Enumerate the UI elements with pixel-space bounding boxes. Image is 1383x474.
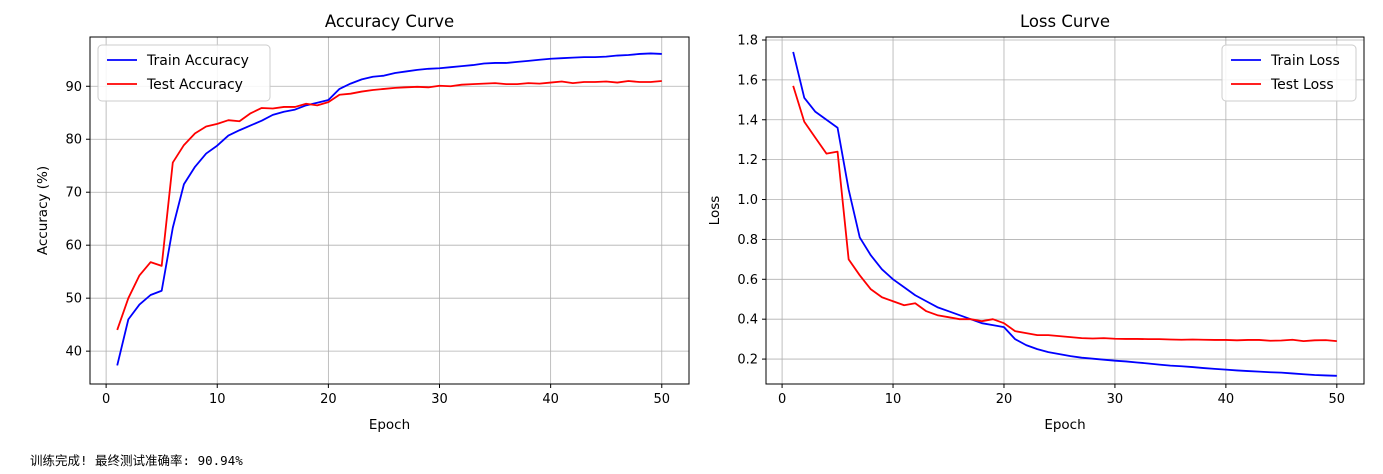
chart-2-y-tick-label: 1.0	[737, 193, 758, 208]
chart-1-axes-frame	[89, 36, 690, 385]
chart-1-y-tick-label: 40	[65, 345, 82, 360]
chart-2-axes-frame	[765, 36, 1365, 385]
chart-1-y-tick-label: 80	[65, 133, 82, 148]
chart-2-legend-box	[1221, 44, 1357, 102]
chart-1-y-tick-label: 70	[65, 186, 82, 201]
chart-1-legend-label-test-accuracy: Test Accuracy	[146, 77, 243, 93]
chart-2-x-axis-label: Epoch	[1044, 417, 1085, 433]
chart-2-legend-label-train-loss: Train Loss	[1270, 53, 1340, 69]
chart-1-y-tick-label: 90	[65, 80, 82, 95]
chart-1-x-tick-label: 50	[653, 392, 670, 407]
chart-2-series-test-loss	[792, 85, 1337, 343]
chart-1-series-test-accuracy	[116, 80, 662, 331]
chart-2-legend-label-test-loss: Test Loss	[1270, 77, 1334, 93]
chart-1-x-tick-label: 10	[209, 392, 226, 407]
chart-1-x-tick-label: 30	[431, 392, 448, 407]
chart-2-y-tick-label: 1.6	[737, 73, 758, 88]
training-complete-message: 训练完成! 最终测试准确率: 90.94%	[30, 453, 243, 468]
chart-1-y-tick-label: 60	[65, 239, 82, 254]
chart-1-x-axis-label: Epoch	[369, 417, 410, 433]
chart-1-title: Accuracy Curve	[325, 12, 454, 31]
chart-1-x-tick-label: 20	[320, 392, 337, 407]
chart-1-y-tick-label: 50	[65, 292, 82, 307]
chart-2-y-tick-label: 0.6	[737, 273, 758, 288]
chart-2-series-train-loss	[792, 51, 1337, 377]
chart-2-x-tick-label: 10	[885, 392, 902, 407]
chart-2-y-tick-label: 1.8	[737, 33, 758, 48]
chart-2-x-tick-label: 30	[1107, 392, 1124, 407]
chart-2-y-tick-label: 0.2	[737, 353, 758, 368]
chart-1-series-train-accuracy	[116, 52, 662, 366]
chart-1-legend-box	[97, 44, 271, 102]
chart-2-y-axis-label: Loss	[707, 196, 723, 226]
chart-2-title: Loss Curve	[1020, 12, 1110, 31]
chart-1-y-axis-label: Accuracy (%)	[35, 166, 51, 255]
chart-2-y-tick-label: 0.8	[737, 233, 758, 248]
chart-1-legend-label-train-accuracy: Train Accuracy	[146, 53, 249, 69]
chart-2-y-tick-label: 1.4	[737, 113, 758, 128]
chart-2-y-tick-label: 0.4	[737, 313, 758, 328]
chart-2-x-tick-label: 40	[1218, 392, 1235, 407]
chart-2-x-tick-label: 50	[1329, 392, 1346, 407]
training-curves-figure: 0 10 20 30 40 50 40 50 60 70 80 90 Accuracy Curve Epo…	[35, 12, 1365, 433]
chart-1-x-tick-label: 40	[542, 392, 559, 407]
chart-2-x-tick-label: 0	[778, 392, 786, 407]
chart-1-x-tick-label: 0	[102, 392, 110, 407]
chart-2-x-tick-label: 20	[996, 392, 1013, 407]
chart-2-y-tick-label: 1.2	[737, 153, 758, 168]
